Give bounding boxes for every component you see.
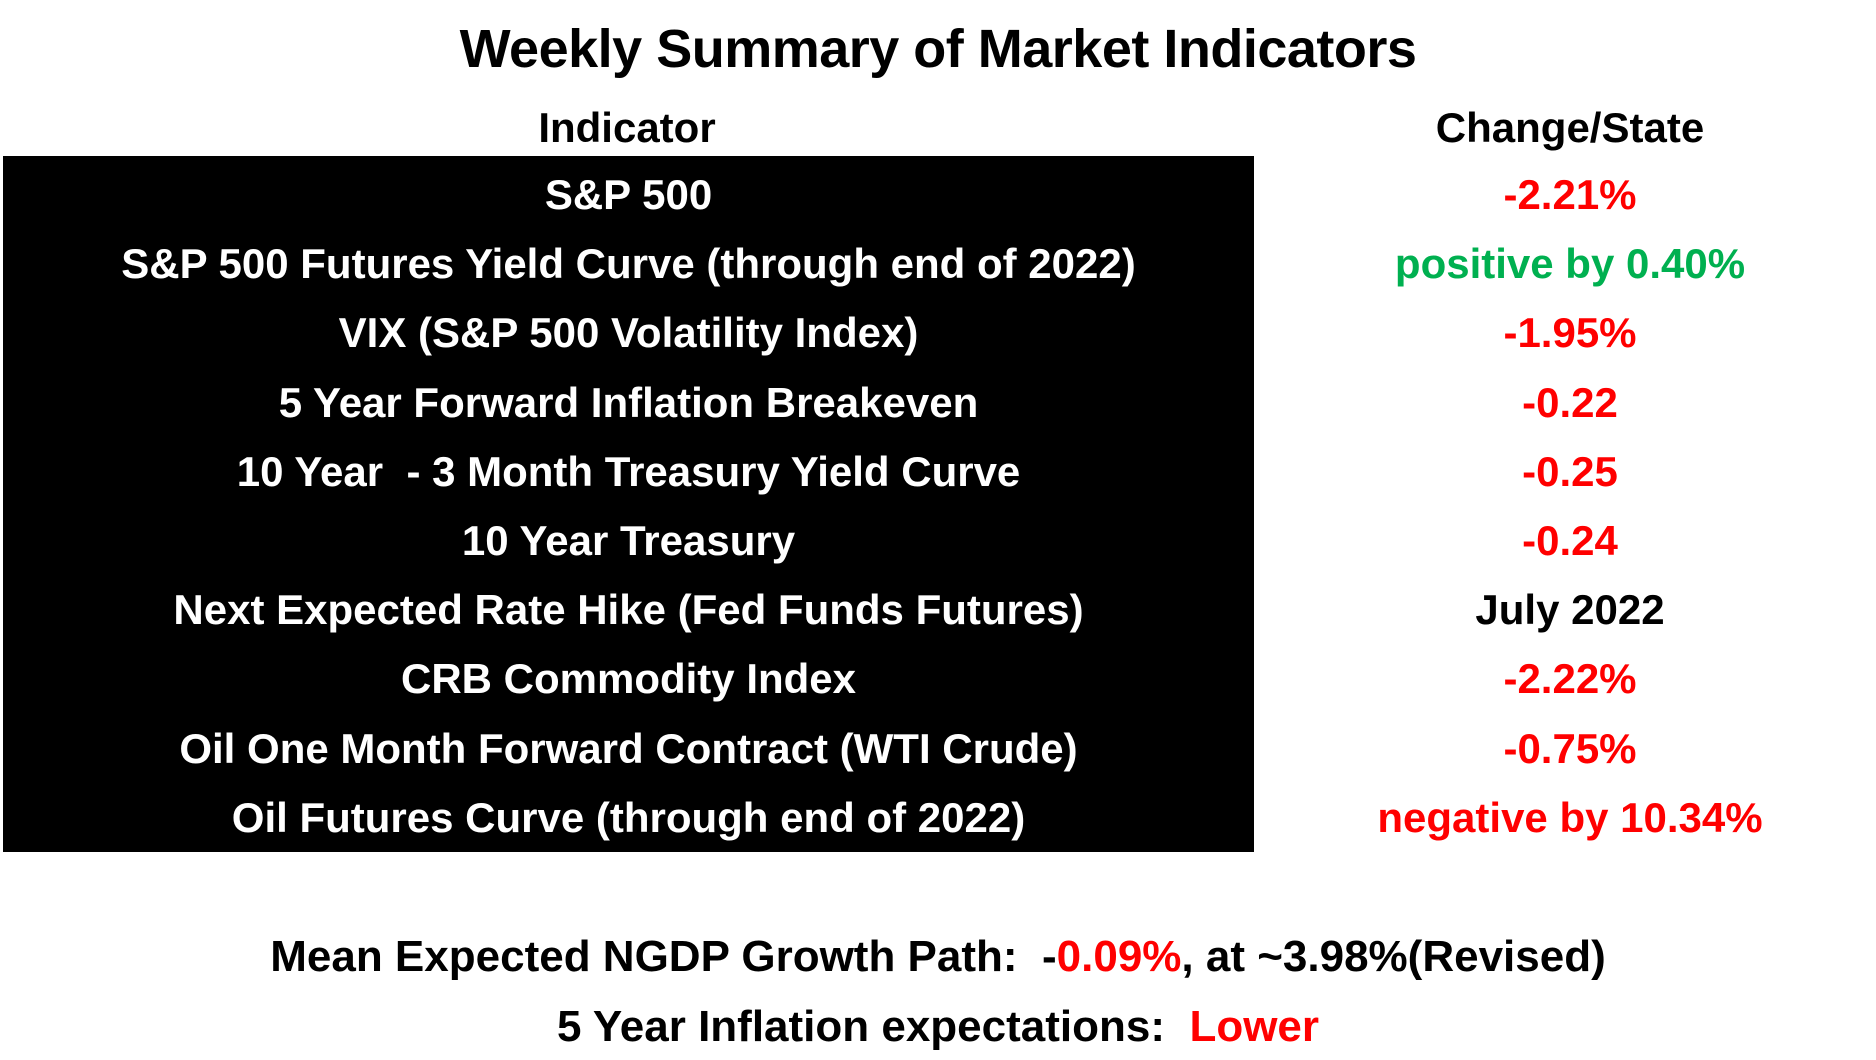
ngdp-label: Mean Expected NGDP Growth Path:	[270, 932, 1042, 981]
ngdp-sign: -	[1042, 932, 1057, 981]
table-row: Oil One Month Forward Contract (WTI Crud…	[0, 714, 1876, 783]
indicator-label: VIX (S&P 500 Volatility Index)	[338, 309, 919, 357]
inflation-label: 5 Year Inflation expectations:	[556, 1002, 1190, 1051]
indicator-label: Oil Futures Curve (through end of 2022)	[231, 793, 1026, 841]
indicator-label: S&P 500	[544, 171, 713, 218]
indicator-label: 5 Year Forward Inflation Breakeven	[278, 378, 979, 426]
table-row: 10 Year Treasury -0.24	[0, 506, 1876, 575]
indicator-value: July 2022	[1475, 586, 1665, 634]
table-row: Oil Futures Curve (through end of 2022) …	[0, 783, 1876, 852]
table-row: VIX (S&P 500 Volatility Index) -1.95%	[0, 298, 1876, 367]
indicator-label: Oil One Month Forward Contract (WTI Crud…	[179, 724, 1078, 772]
indicator-value: -2.22%	[1503, 655, 1637, 703]
indicator-value: -0.75%	[1503, 724, 1637, 772]
indicator-panel	[3, 156, 1254, 852]
inflation-expectations-line: 5 Year Inflation expectations: Lower	[0, 994, 1876, 1060]
indicator-value: positive by 0.40%	[1394, 240, 1746, 288]
table-row: 10 Year - 3 Month Treasury Yield Curve -…	[0, 437, 1876, 506]
indicator-label: S&P 500 Futures Yield Curve (through end…	[121, 240, 1136, 288]
ngdp-level: , at ~3.98%(Revised)	[1181, 932, 1606, 981]
table-row: S&P 500 -2.21%	[0, 160, 1876, 229]
indicator-label: Next Expected Rate Hike (Fed Funds Futur…	[173, 586, 1084, 634]
inflation-value: Lower	[1189, 1002, 1320, 1051]
ngdp-growth-path-line: Mean Expected NGDP Growth Path: -0.09%, …	[0, 924, 1876, 990]
indicator-table: S&P 500 -2.21% S&P 500 Futures Yield Cur…	[0, 160, 1876, 852]
indicator-label: CRB Commodity Index	[400, 655, 857, 703]
table-row: Next Expected Rate Hike (Fed Funds Futur…	[0, 575, 1876, 644]
indicator-value: -2.21%	[1503, 171, 1637, 218]
indicator-label: 10 Year - 3 Month Treasury Yield Curve	[236, 447, 1021, 495]
indicator-value: -0.25	[1522, 447, 1618, 495]
table-row: CRB Commodity Index -2.22%	[0, 644, 1876, 713]
indicator-label: 10 Year Treasury	[461, 516, 796, 564]
ngdp-change-value: 0.09%	[1056, 932, 1182, 981]
indicator-value: -0.24	[1522, 516, 1618, 564]
indicator-column-header: Indicator	[538, 104, 716, 151]
table-row: S&P 500 Futures Yield Curve (through end…	[0, 229, 1876, 298]
indicator-value: negative by 10.34%	[1377, 793, 1763, 841]
change-state-column-header: Change/State	[1435, 104, 1705, 151]
indicator-value: -1.95%	[1503, 309, 1637, 357]
table-row: 5 Year Forward Inflation Breakeven -0.22	[0, 368, 1876, 437]
indicator-value: -0.22	[1522, 378, 1618, 426]
page-title: Weekly Summary of Market Indicators	[459, 19, 1417, 79]
